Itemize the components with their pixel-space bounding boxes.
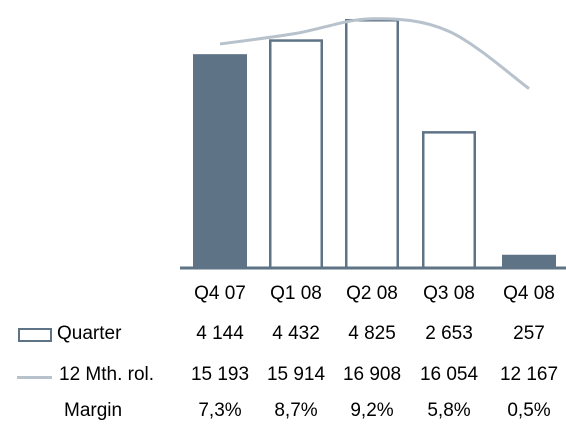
- rolling-legend-icon: [17, 376, 52, 379]
- category-label: Q2 08: [346, 283, 398, 304]
- bar-q4-07: [193, 54, 247, 268]
- bar-q2-08: [345, 19, 399, 270]
- category-label: Q4 08: [503, 283, 555, 304]
- rolling-12m-line: [219, 17, 530, 90]
- table-row-quarter: Quarter 4 144 4 432 4 825 2 653 257: [0, 323, 566, 353]
- table-cell: 15 914: [266, 364, 326, 385]
- row-label: Margin: [64, 400, 123, 421]
- bars-group: [193, 19, 556, 270]
- table-cell: 257: [513, 323, 545, 344]
- table-row-rolling: 12 Mth. rol. 15 193 15 914 16 908 16 054…: [0, 364, 566, 394]
- table-cell: 12 167: [499, 364, 559, 385]
- chart: [180, 17, 566, 270]
- table-cell: 2 653: [425, 323, 473, 344]
- category-label: Q4 07: [194, 283, 246, 304]
- table-row-margin: Margin 7,3% 8,7% 9,2% 5,8% 0,5%: [0, 400, 566, 430]
- bar-q3-08: [422, 131, 476, 270]
- bar-q1-08: [269, 39, 323, 270]
- table-cell: 0,5%: [507, 400, 551, 421]
- table-cell: 4 144: [196, 323, 244, 344]
- table-cell: 8,7%: [274, 400, 318, 421]
- table-cell: 7,3%: [198, 400, 242, 421]
- table-cell: 5,8%: [427, 400, 471, 421]
- row-label: 12 Mth. rol.: [59, 364, 155, 385]
- table-cell: 9,2%: [350, 400, 394, 421]
- table-cell: 16 054: [419, 364, 479, 385]
- table-cell: 15 193: [190, 364, 250, 385]
- category-label: Q1 08: [270, 283, 322, 304]
- table-cell: 4 432: [272, 323, 320, 344]
- table-cell: 4 825: [348, 323, 396, 344]
- category-label: Q3 08: [423, 283, 475, 304]
- table-cell: 16 908: [342, 364, 402, 385]
- bar-q4-08: [502, 254, 556, 268]
- row-label: Quarter: [57, 323, 122, 344]
- quarter-legend-icon: [18, 328, 52, 342]
